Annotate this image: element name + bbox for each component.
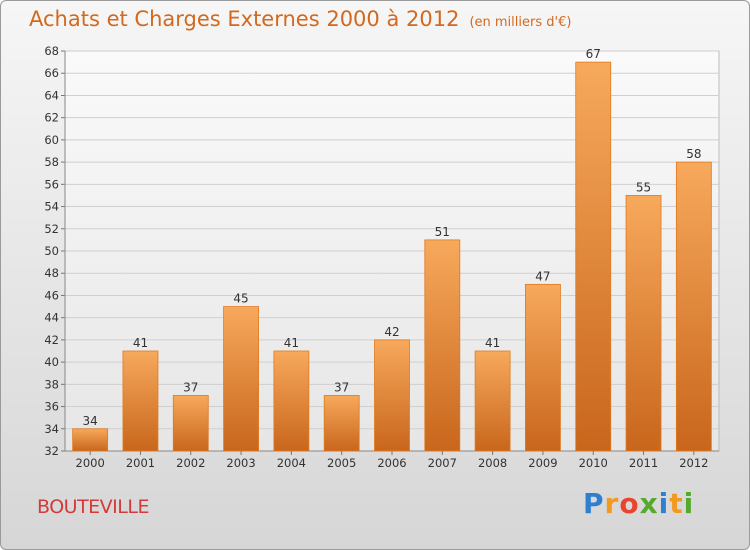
bar-value-label: 41 <box>485 336 500 350</box>
bar-value-label: 41 <box>284 336 299 350</box>
place-name: BOUTEVILLE <box>37 496 149 518</box>
bar-value-label: 41 <box>133 336 148 350</box>
bar-value-label: 34 <box>83 414 98 428</box>
bar-value-label: 51 <box>435 225 450 239</box>
bar <box>675 161 712 452</box>
bar <box>172 395 209 452</box>
y-tick-label: 64 <box>44 88 59 102</box>
y-tick-label: 42 <box>44 333 59 347</box>
bar <box>374 339 410 452</box>
bar-value-label: 45 <box>233 292 248 306</box>
y-tick-label: 50 <box>44 244 59 258</box>
x-tick-label: 2003 <box>226 456 255 470</box>
bar-value-label: 37 <box>334 380 349 394</box>
brand-letter: i <box>658 487 670 520</box>
bar <box>323 395 360 452</box>
brand-letter: r <box>604 487 620 520</box>
bar <box>625 195 662 452</box>
y-tick-label: 58 <box>44 155 59 169</box>
chart-title: Achats et Charges Externes 2000 à 2012 (e… <box>29 7 571 31</box>
y-tick-label: 34 <box>44 422 59 436</box>
x-tick-label: 2002 <box>176 456 205 470</box>
y-tick-label: 46 <box>44 288 59 302</box>
x-tick-label: 2008 <box>478 456 507 470</box>
y-tick-label: 38 <box>44 377 59 391</box>
y-tick-label: 54 <box>44 200 59 214</box>
x-tick-label: 2012 <box>679 456 708 470</box>
y-tick-label: 52 <box>44 222 59 236</box>
bar-value-label: 67 <box>586 47 601 61</box>
bar <box>474 350 511 452</box>
bar-value-label: 47 <box>535 269 550 283</box>
y-tick-label: 60 <box>44 133 59 147</box>
x-tick-label: 2000 <box>76 456 105 470</box>
brand-letter: P <box>583 487 605 520</box>
bar <box>72 428 109 452</box>
bar-value-label: 37 <box>183 380 198 394</box>
bar <box>424 239 461 452</box>
y-tick-label: 62 <box>44 111 59 125</box>
x-tick-label: 2005 <box>327 456 356 470</box>
title-text: Achats et Charges Externes 2000 à 2012 <box>29 7 460 31</box>
bar <box>575 61 612 452</box>
bar <box>273 350 310 452</box>
y-tick-label: 66 <box>44 66 59 80</box>
x-tick-label: 2010 <box>579 456 608 470</box>
brand-letter: i <box>683 487 695 520</box>
brand-letter: t <box>669 487 684 520</box>
y-tick-label: 32 <box>44 444 59 458</box>
y-tick-label: 40 <box>44 355 59 369</box>
y-tick-label: 68 <box>44 44 59 58</box>
y-tick-label: 56 <box>44 177 59 191</box>
bar-value-label: 55 <box>636 180 651 194</box>
bar <box>122 350 159 452</box>
y-tick-label: 36 <box>44 400 59 414</box>
x-tick-label: 2004 <box>277 456 306 470</box>
y-tick-label: 48 <box>44 266 59 280</box>
brand-logo: Proxiti <box>583 487 694 520</box>
brand-letter: o <box>619 487 640 520</box>
bar <box>223 306 259 452</box>
x-tick-label: 2006 <box>377 456 406 470</box>
chart-subtitle: (en milliers d'€) <box>469 15 572 30</box>
brand-letter: x <box>639 487 659 520</box>
bar-value-label: 58 <box>686 147 701 161</box>
y-tick-label: 44 <box>44 311 59 325</box>
x-tick-label: 2001 <box>126 456 155 470</box>
bar-value-label: 42 <box>384 325 399 339</box>
x-tick-label: 2007 <box>428 456 457 470</box>
bar <box>525 283 561 452</box>
x-tick-label: 2009 <box>528 456 557 470</box>
x-tick-label: 2011 <box>629 456 658 470</box>
